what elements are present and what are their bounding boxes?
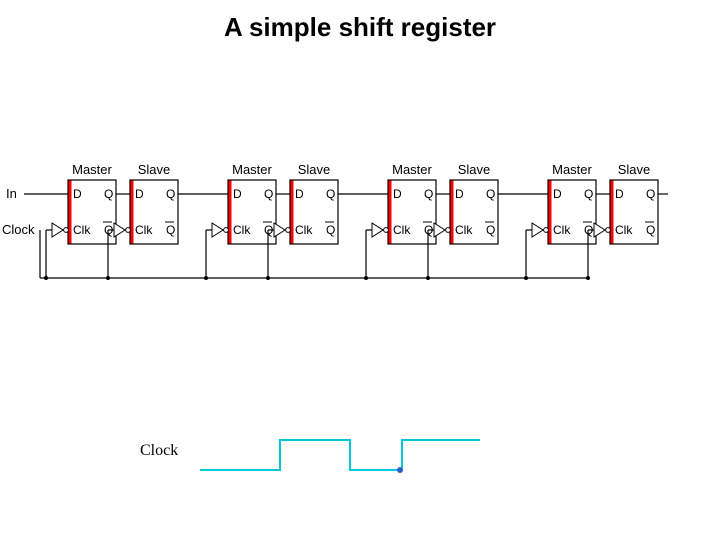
svg-text:Clk: Clk xyxy=(295,223,313,237)
svg-text:Clk: Clk xyxy=(615,223,633,237)
svg-text:Slave: Slave xyxy=(138,162,171,177)
svg-text:Master: Master xyxy=(72,162,112,177)
shift-register-diagram: In Clock Master D Q Clk Q Slave D Q Clk Q Master D Q Cl… xyxy=(0,150,720,320)
svg-text:Clk: Clk xyxy=(455,223,473,237)
svg-text:Master: Master xyxy=(392,162,432,177)
page-title: A simple shift register xyxy=(0,12,720,43)
svg-text:Slave: Slave xyxy=(618,162,651,177)
svg-text:Q: Q xyxy=(166,223,175,237)
svg-text:Q: Q xyxy=(104,187,113,201)
svg-text:Q: Q xyxy=(486,187,495,201)
svg-text:Q: Q xyxy=(326,187,335,201)
clock-label-bottom: Clock xyxy=(140,442,178,460)
svg-text:Q: Q xyxy=(264,187,273,201)
svg-text:D: D xyxy=(553,187,562,201)
svg-text:D: D xyxy=(455,187,464,201)
svg-text:D: D xyxy=(233,187,242,201)
svg-text:Q: Q xyxy=(326,223,335,237)
svg-text:D: D xyxy=(615,187,624,201)
svg-text:Clk: Clk xyxy=(233,223,251,237)
svg-text:D: D xyxy=(393,187,402,201)
svg-text:D: D xyxy=(295,187,304,201)
svg-text:Slave: Slave xyxy=(458,162,491,177)
svg-text:Q: Q xyxy=(646,223,655,237)
svg-text:Master: Master xyxy=(232,162,272,177)
svg-text:Q: Q xyxy=(166,187,175,201)
svg-text:In: In xyxy=(6,186,17,201)
svg-text:Q: Q xyxy=(584,187,593,201)
svg-text:Clk: Clk xyxy=(135,223,153,237)
svg-text:Slave: Slave xyxy=(298,162,331,177)
svg-text:Q: Q xyxy=(424,187,433,201)
clock-waveform xyxy=(200,438,490,478)
svg-text:Q: Q xyxy=(646,187,655,201)
svg-text:D: D xyxy=(73,187,82,201)
svg-text:Clk: Clk xyxy=(73,223,91,237)
svg-text:Master: Master xyxy=(552,162,592,177)
svg-text:Clock: Clock xyxy=(2,222,35,237)
svg-text:D: D xyxy=(135,187,144,201)
svg-text:Q: Q xyxy=(486,223,495,237)
svg-text:Clk: Clk xyxy=(393,223,411,237)
svg-text:Clk: Clk xyxy=(553,223,571,237)
